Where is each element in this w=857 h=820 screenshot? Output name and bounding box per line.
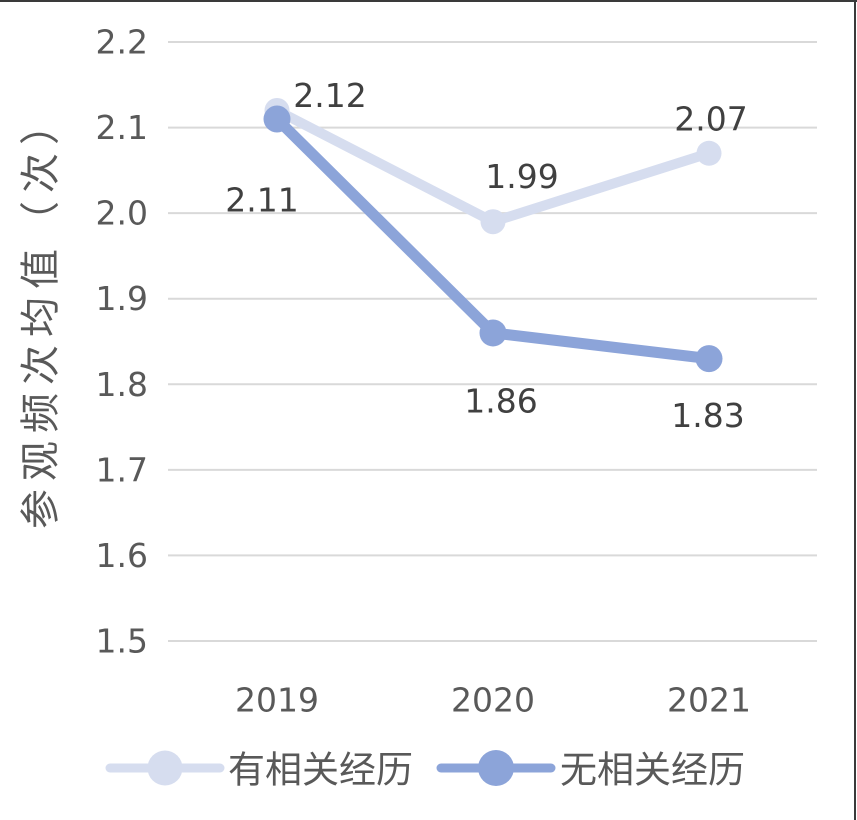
- data-point-marker: [263, 105, 291, 133]
- data-label: 2.07: [674, 100, 747, 139]
- data-point-marker: [696, 140, 722, 166]
- x-tick-label: 2020: [451, 681, 535, 720]
- legend-label: 有相关经历: [228, 749, 413, 792]
- y-tick-label: 1.9: [96, 279, 148, 318]
- table-border-right: [854, 0, 856, 820]
- y-tick-label: 1.7: [96, 450, 148, 489]
- legend-marker-circle: [478, 750, 514, 786]
- data-label: 2.11: [225, 181, 298, 220]
- y-tick-label: 1.8: [96, 365, 148, 404]
- data-point-marker: [479, 319, 507, 347]
- x-tick-label: 2019: [235, 681, 319, 720]
- y-tick-label: 2.2: [96, 23, 148, 62]
- legend-label: 无相关经历: [560, 749, 745, 792]
- y-tick-label: 2.1: [96, 108, 148, 147]
- table-border-top: [0, 0, 857, 2]
- x-tick-label: 2021: [667, 681, 751, 720]
- y-tick-label: 1.5: [96, 622, 148, 661]
- legend-marker-circle: [147, 750, 183, 786]
- data-point-marker: [695, 345, 723, 373]
- y-tick-label: 2.0: [96, 194, 148, 233]
- data-label: 2.12: [293, 76, 366, 115]
- data-label: 1.86: [464, 381, 537, 420]
- data-label: 1.99: [485, 157, 558, 196]
- y-tick-label: 1.6: [96, 536, 148, 575]
- data-label: 1.83: [671, 396, 744, 435]
- data-point-marker: [480, 209, 506, 235]
